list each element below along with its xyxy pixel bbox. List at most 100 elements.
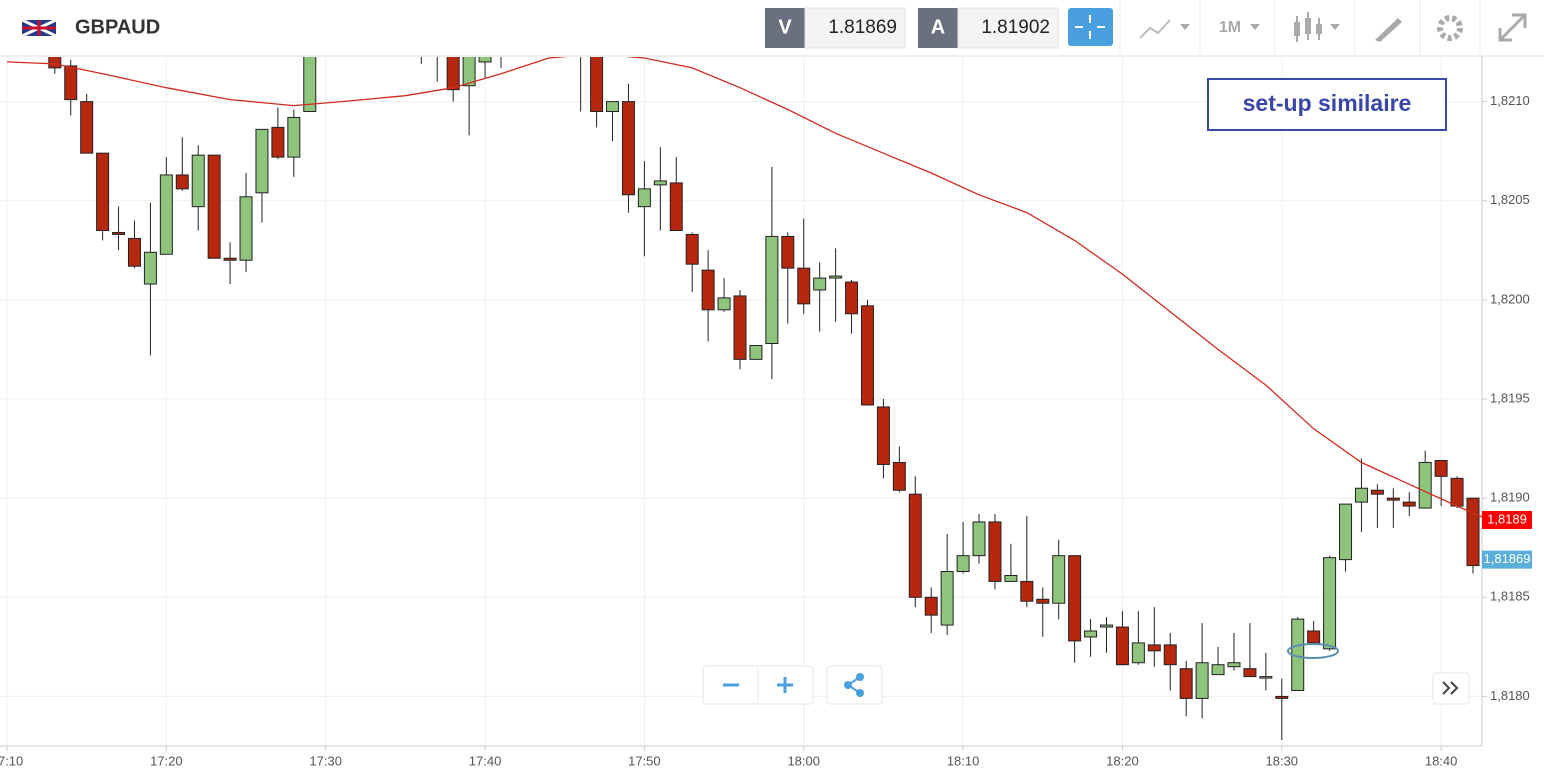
candle-body	[1068, 555, 1082, 642]
ask-price: 1.81902	[981, 17, 1050, 38]
y-tick-label: 1,8210	[1490, 93, 1530, 108]
candle-body	[1084, 630, 1098, 638]
timeframe[interactable]: 1M	[1219, 19, 1241, 36]
y-tick-label: 1,8180	[1490, 688, 1530, 703]
candle-body	[701, 269, 715, 311]
fullscreen-icon[interactable]	[1498, 13, 1527, 42]
x-tick-label: 17:50	[628, 753, 661, 768]
candle-body	[127, 237, 141, 267]
annotation-box	[1207, 78, 1447, 131]
candle-body	[303, 57, 317, 113]
candle-body	[637, 188, 651, 208]
x-tick-label: 17:30	[309, 753, 342, 768]
candle-body	[143, 251, 157, 285]
y-tick-label: 1,8195	[1490, 390, 1530, 405]
candle-body	[860, 305, 874, 406]
candle-body	[255, 128, 269, 194]
candle-body	[80, 101, 94, 154]
candle-body	[1275, 695, 1289, 699]
candle-body	[781, 235, 795, 269]
dropdown	[1330, 24, 1340, 30]
candle-body	[1227, 662, 1241, 668]
candle-body	[1163, 644, 1177, 666]
candle-body	[175, 174, 189, 190]
dropdown	[1250, 24, 1260, 30]
ask-button[interactable]	[918, 8, 958, 48]
annotation: set-up similaire	[1243, 90, 1412, 116]
bid-button[interactable]	[765, 8, 805, 48]
candle-body	[685, 233, 699, 265]
zoom-controls	[702, 665, 1470, 705]
separators	[1119, 0, 1481, 56]
share-button[interactable]	[826, 665, 883, 705]
candle-body	[717, 297, 731, 311]
price-tag	[1482, 510, 1532, 529]
y-tick-label: 1,8205	[1490, 192, 1530, 207]
plot	[6, 57, 1482, 741]
candle-body	[988, 521, 1002, 582]
candle-body	[813, 277, 827, 291]
y-tick-label: 1,8200	[1490, 291, 1530, 306]
candle-body	[1259, 676, 1273, 679]
x-tick-label: 17:20	[150, 753, 183, 768]
candle-body	[1354, 487, 1368, 503]
candle-body	[1307, 630, 1321, 644]
candle-body	[924, 596, 938, 616]
candles-icon[interactable]	[1294, 12, 1322, 42]
moving-average	[6, 57, 1482, 518]
candle-body	[1115, 626, 1129, 666]
bid-price: 1.81869	[828, 17, 897, 38]
x-tick-label: 17:40	[469, 753, 502, 768]
price-tag-label: 1,8189	[1487, 511, 1527, 526]
x-tick-label: 18:20	[1106, 753, 1139, 768]
candle-body	[96, 152, 110, 231]
candle-body	[797, 267, 811, 305]
y-tick-label: 1,8185	[1490, 589, 1530, 604]
bid-label: V	[778, 16, 792, 38]
candle-body	[1052, 555, 1066, 604]
candle-body	[1100, 624, 1113, 628]
candle-body	[271, 126, 285, 158]
candle-body	[1036, 598, 1050, 604]
ask-box	[957, 7, 1059, 49]
symbol: GBPAUD	[75, 16, 160, 38]
candle-body	[1466, 497, 1480, 567]
candle-body	[112, 231, 126, 235]
x-tick-label: 18:10	[947, 753, 980, 768]
scroll-end-button[interactable]	[1432, 672, 1470, 705]
draw-icon[interactable]	[1375, 18, 1402, 42]
zoom-in[interactable]	[777, 677, 793, 693]
candle-body	[749, 344, 763, 360]
candle-body	[1243, 668, 1257, 678]
candle-body	[64, 65, 78, 101]
candle-body	[1450, 477, 1464, 507]
candle-body	[669, 182, 683, 231]
settings-icon[interactable]	[1437, 15, 1463, 41]
candle-body	[606, 101, 620, 113]
candle-body	[1434, 459, 1448, 477]
chart-type-icon[interactable]	[1139, 19, 1171, 39]
candle-body	[829, 275, 843, 279]
candle-body	[48, 57, 62, 69]
candle-body	[1418, 461, 1432, 509]
candle-body	[1211, 664, 1225, 676]
x-tick-label: 18:40	[1425, 753, 1458, 768]
candle-body	[223, 257, 237, 261]
candle-body	[191, 154, 205, 208]
candle-body	[239, 196, 253, 261]
top-bar: GBPAUD V 1.81869 A 1.81902 1M	[0, 0, 1544, 57]
dropdown	[1180, 24, 1190, 30]
candle-body	[765, 235, 779, 344]
candle-body	[1339, 503, 1353, 561]
candle-body	[1195, 662, 1209, 699]
crosshair-button[interactable]	[1068, 8, 1113, 46]
candle-body	[462, 57, 476, 87]
candle-body	[207, 154, 221, 259]
labels: 1,8180 1,8185 1,8190 1,8195 1,8200 1,8205 1,82…	[0, 93, 1532, 768]
candle-body	[1386, 497, 1400, 501]
candle-body	[287, 116, 301, 158]
candle-body	[653, 180, 667, 186]
candle-body	[1020, 580, 1034, 602]
flag	[21, 18, 57, 38]
